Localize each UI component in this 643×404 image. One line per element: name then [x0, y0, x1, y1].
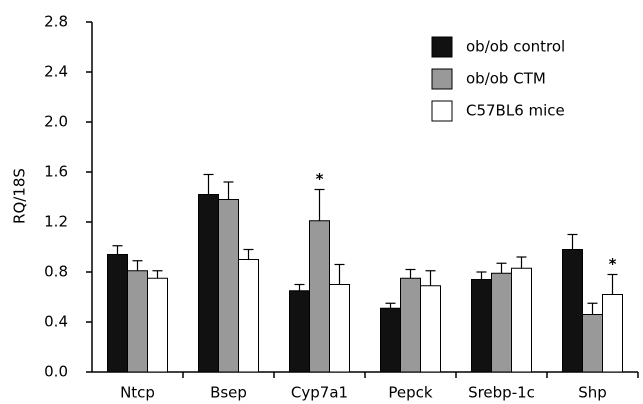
y-tick-label: 0.0	[44, 363, 68, 381]
bar	[400, 277, 421, 373]
bar	[238, 259, 259, 373]
y-tick-label: 1.6	[44, 163, 68, 181]
y-tick-label: 1.2	[44, 213, 68, 231]
legend-label: ob/ob control	[466, 38, 565, 56]
bar	[602, 294, 623, 373]
bar	[147, 277, 168, 373]
bar	[309, 220, 330, 373]
legend-swatch	[431, 68, 453, 90]
bar	[127, 270, 148, 373]
y-tick-label: 0.4	[44, 313, 68, 331]
y-tick-label: 0.8	[44, 263, 68, 281]
x-tick-label: Pepck	[388, 384, 433, 402]
significance-marker: *	[316, 170, 324, 188]
bar	[289, 290, 310, 373]
x-tick-label: Cyp7a1	[291, 384, 348, 402]
x-tick-label: Ntcp	[120, 384, 155, 402]
x-tick-label: Shp	[578, 384, 607, 402]
legend-swatch	[431, 36, 453, 58]
y-tick-label: 2.4	[44, 63, 68, 81]
y-tick-label: 2.0	[44, 113, 68, 131]
bar	[471, 279, 492, 373]
bar	[329, 284, 350, 373]
bar	[218, 199, 239, 373]
bar	[582, 314, 603, 373]
legend-swatch	[431, 100, 453, 122]
x-tick-label: Bsep	[210, 384, 247, 402]
x-tick-label: Srebp-1c	[468, 384, 535, 402]
y-axis-label: RQ/18S	[11, 168, 29, 224]
legend-label: ob/ob CTM	[466, 70, 546, 88]
bar	[198, 194, 219, 373]
y-tick-label: 2.8	[44, 13, 68, 31]
bar	[491, 272, 512, 373]
bar	[420, 285, 441, 373]
legend-label: C57BL6 mice	[466, 102, 565, 120]
bar	[107, 254, 128, 373]
bar	[380, 307, 401, 373]
bar	[562, 249, 583, 373]
bar	[511, 267, 532, 373]
significance-marker: *	[609, 255, 617, 273]
